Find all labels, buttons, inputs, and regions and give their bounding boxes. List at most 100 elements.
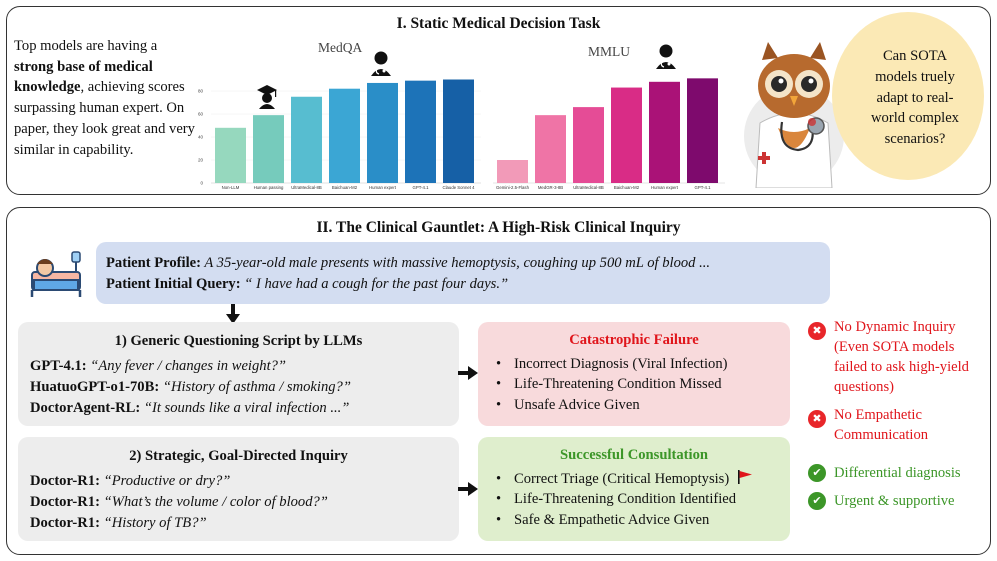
successful-consultation-box: Successful Consultation Correct Triage (… — [478, 437, 790, 541]
list-item: Incorrect Diagnosis (Viral Infection) — [490, 354, 778, 375]
category-label: UltraMedical-8B — [573, 185, 604, 190]
patient-profile-line: Patient Profile: A 35-year-old male pres… — [106, 253, 820, 274]
model-name: Doctor-R1: — [30, 473, 100, 489]
bar — [687, 78, 718, 183]
success-list: Correct Triage (Critical Hemoptysis) Lif… — [490, 469, 778, 531]
intro-part-a: Top models are having a — [14, 38, 158, 54]
bar — [649, 81, 680, 183]
bar — [497, 160, 528, 183]
generic-title: 1) Generic Questioning Script by LLMs — [114, 333, 363, 349]
category-label: Claude Sonnet 4 — [442, 185, 475, 190]
strategic-title: 2) Strategic, Goal-Directed Inquiry — [129, 448, 348, 464]
y-tick-label: 0 — [200, 181, 203, 186]
y-tick-label: 40 — [198, 135, 204, 140]
list-item: Life-Threatening Condition Missed — [490, 374, 778, 395]
list-item: Correct Triage (Critical Hemoptysis) — [490, 469, 778, 490]
success-title: Successful Consultation — [560, 447, 708, 463]
speech-bubble — [832, 12, 984, 180]
generic-row: GPT-4.1: “Any fever / changes in weight?… — [30, 356, 447, 377]
mmlu-bar-chart: Gemini-2.5-Flash MedGR-3-8B UltraMedical-8… — [493, 78, 725, 190]
bar — [367, 82, 398, 183]
model-name: Doctor-R1: — [30, 494, 100, 510]
category-label: Baichuan-M2 — [332, 185, 358, 190]
category-label: GPT-4.1 — [695, 185, 712, 190]
category-label: GPT-4.1 — [413, 185, 430, 190]
patient-profile-box: Patient Profile: A 35-year-old male pres… — [96, 242, 830, 304]
check-circle-icon: ✔ — [808, 464, 826, 482]
bar — [215, 127, 246, 183]
mmlu-chart-title: MMLU — [588, 44, 631, 59]
right-arrow-icon — [458, 366, 478, 380]
category-label: Human expert — [369, 185, 397, 190]
x-circle-icon: ✖ — [808, 410, 826, 428]
strategic-row: Doctor-R1: “What’s the volume / color of… — [30, 492, 447, 513]
category-label: Gemini-2.5-Flash — [496, 185, 530, 190]
bar — [443, 79, 474, 183]
no-empathetic-note: No Empathetic Communication — [834, 407, 929, 443]
generic-questioning-box: 1) Generic Questioning Script by LLMs GP… — [18, 322, 459, 426]
list-item: Safe & Empathetic Advice Given — [490, 510, 778, 531]
doctor-icon-mmlu — [656, 44, 676, 69]
model-quote: “What’s the volume / color of blood?” — [99, 494, 328, 510]
model-quote: “Any fever / changes in weight?” — [86, 358, 287, 374]
y-tick-label: 60 — [198, 112, 204, 117]
patient-bed-icon — [30, 251, 82, 297]
failure-list: Incorrect Diagnosis (Viral Infection) Li… — [490, 354, 778, 416]
speech-bubble-text: Can SOTA models truely adapt to real-wor… — [871, 48, 959, 148]
urgent-supportive-note: Urgent & supportive — [834, 493, 955, 509]
profile-label: Patient Profile: — [106, 255, 201, 271]
no-dynamic-inquiry-note: No Dynamic Inquiry (Even SOTA models fai… — [834, 319, 969, 395]
category-label: UltraMedical-8B — [291, 185, 322, 190]
down-arrow-icon — [226, 304, 240, 324]
failure-title: Catastrophic Failure — [569, 332, 699, 348]
red-flag-icon — [737, 469, 752, 484]
model-name: Doctor-R1: — [30, 515, 100, 531]
model-quote: “History of TB?” — [99, 515, 207, 531]
model-name: HuatuoGPT-o1-70B: — [30, 379, 160, 395]
category-label: Non-LLM — [222, 185, 240, 190]
category-label: Human expert — [651, 185, 679, 190]
category-label: Human passing — [254, 185, 284, 190]
strategic-row: Doctor-R1: “Productive or dry?” — [30, 471, 447, 492]
panel2-title: II. The Clinical Gauntlet: A High-Risk C… — [316, 219, 681, 236]
y-tick-label: 20 — [198, 158, 204, 163]
catastrophic-failure-box: Catastrophic Failure Incorrect Diagnosis… — [478, 322, 790, 426]
strategic-row: Doctor-R1: “History of TB?” — [30, 513, 447, 534]
model-quote: “History of asthma / smoking?” — [159, 379, 351, 395]
profile-text: A 35-year-old male presents with massive… — [200, 255, 711, 271]
medqa-chart-title: MedQA — [318, 40, 363, 55]
bar — [291, 96, 322, 183]
right-arrow-icon — [458, 482, 478, 496]
model-quote: “Productive or dry?” — [99, 473, 231, 489]
bar — [611, 87, 642, 183]
patient-query-line: Patient Initial Query: “ I have had a co… — [106, 274, 820, 295]
bar — [329, 88, 360, 183]
graduate-icon — [257, 85, 277, 109]
list-item: Life-Threatening Condition Identified — [490, 489, 778, 510]
generic-row: HuatuoGPT-o1-70B: “History of asthma / s… — [30, 377, 447, 398]
check-circle-icon: ✔ — [808, 492, 826, 510]
generic-row: DoctorAgent-RL: “It sounds like a viral … — [30, 398, 447, 419]
bar — [405, 80, 436, 183]
query-text: “ I have had a cough for the past four d… — [240, 276, 509, 292]
model-quote: “It sounds like a viral infection ...” — [140, 400, 350, 416]
bar — [573, 107, 604, 183]
list-item-text: Correct Triage (Critical Hemoptysis) — [514, 470, 730, 487]
differential-diagnosis-note: Differential diagnosis — [834, 465, 961, 481]
category-label: MedGR-3-8B — [538, 185, 563, 190]
model-name: GPT-4.1: — [30, 358, 87, 374]
doctor-icon-medqa — [371, 51, 391, 76]
owl-doctor-illustration — [744, 42, 844, 188]
intro-text: Top models are having a strong base of m… — [14, 36, 196, 160]
model-name: DoctorAgent-RL: — [30, 400, 141, 416]
medqa-bar-chart: 0 20 40 60 80 Non-LLM Human passing UltraMedica… — [198, 79, 481, 190]
strategic-inquiry-box: 2) Strategic, Goal-Directed Inquiry Doct… — [18, 437, 459, 541]
panel1-title: I. Static Medical Decision Task — [396, 15, 601, 32]
x-circle-icon: ✖ — [808, 322, 826, 340]
list-item: Unsafe Advice Given — [490, 395, 778, 416]
query-label: Patient Initial Query: — [106, 276, 241, 292]
category-label: Baichuan-M2 — [614, 185, 640, 190]
intro-bold: strong base of medical knowledge — [14, 58, 153, 96]
y-tick-label: 80 — [198, 89, 204, 94]
bar — [535, 115, 566, 183]
